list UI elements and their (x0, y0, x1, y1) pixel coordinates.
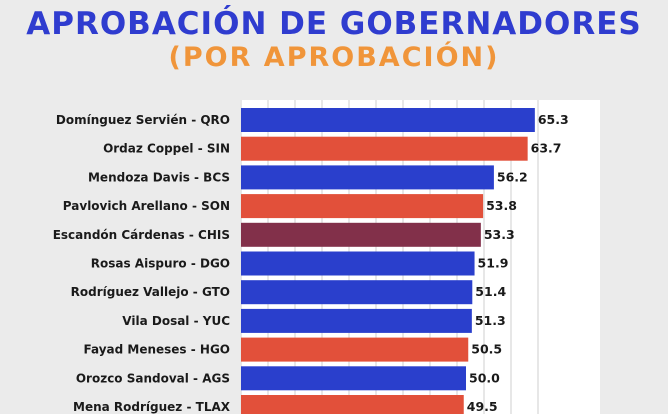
bar (241, 280, 473, 305)
bar (241, 222, 481, 247)
bar (241, 136, 528, 161)
bar (241, 395, 464, 414)
data-label: 51.4 (475, 284, 506, 299)
bar (241, 194, 484, 219)
category-labels: Domínguez Servién - QRO Ordaz Coppel - SI… (53, 113, 231, 414)
bar (241, 308, 472, 333)
bar (241, 337, 469, 362)
chart-subtitle: (POR APROBACIÓN) (168, 42, 500, 73)
category-label: Orozco Sandoval - AGS (76, 371, 230, 385)
bar (241, 108, 535, 132)
bar (241, 366, 466, 391)
data-label: 53.8 (486, 198, 517, 213)
data-label: 50.5 (471, 342, 502, 357)
category-label: Escandón Cárdenas - CHIS (53, 228, 230, 242)
bars (241, 108, 535, 414)
category-label: Mena Rodríguez - TLAX (73, 400, 231, 414)
category-label: Rodríguez Vallejo - GTO (71, 285, 230, 299)
category-label: Domínguez Servién - QRO (56, 113, 230, 127)
category-label: Mendoza Davis - BCS (88, 170, 230, 184)
data-label: 53.3 (484, 227, 515, 242)
bar (241, 251, 475, 276)
data-label: 65.3 (538, 112, 569, 127)
category-label: Rosas Aispuro - DGO (91, 257, 230, 271)
value-labels: 65.3 63.756.2 53.8 53.3 51.9 51.4 51.3 50.5 50.0… (467, 112, 569, 414)
category-label: Pavlovich Arellano - SON (63, 199, 230, 213)
data-label: 51.3 (475, 313, 506, 328)
bar (241, 165, 494, 190)
data-label: 51.9 (478, 256, 509, 271)
chart-title: APROBACIÓN DE GOBERNADORES (26, 6, 642, 42)
category-label: Fayad Meneses - HGO (83, 343, 230, 357)
category-label: Vila Dosal - YUC (122, 314, 230, 328)
data-label: 56.2 (497, 169, 528, 184)
category-label: Ordaz Coppel - SIN (103, 142, 230, 156)
data-label: 50.0 (469, 370, 500, 385)
data-label: 49.5 (467, 399, 498, 414)
data-label: 63.7 (531, 141, 562, 156)
